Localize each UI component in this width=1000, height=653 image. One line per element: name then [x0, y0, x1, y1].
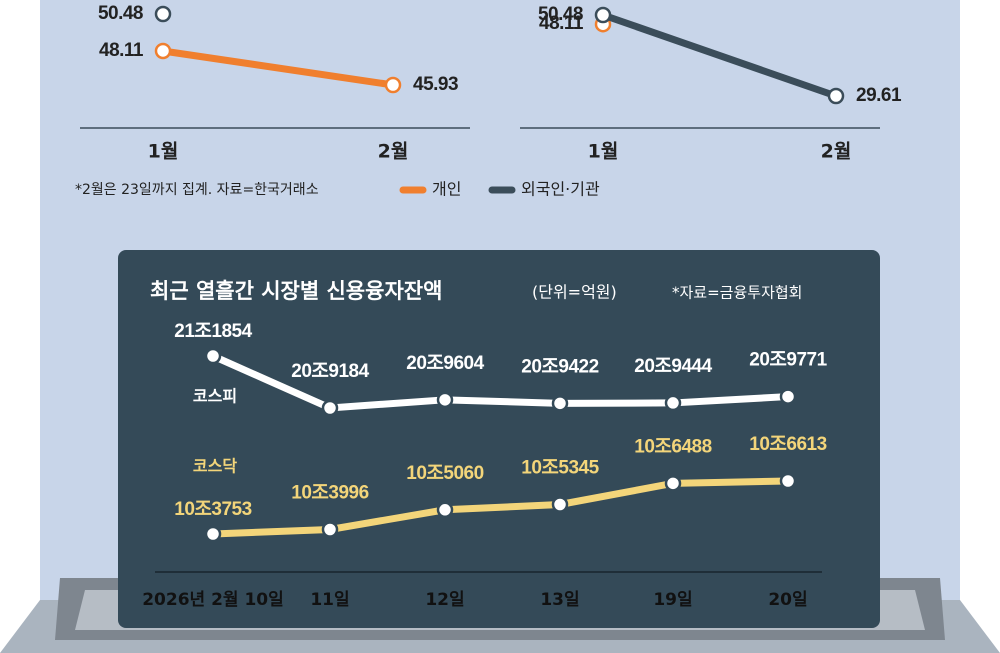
data-label: 10조6613 [749, 434, 826, 455]
data-label: 45.93 [413, 74, 458, 95]
data-point [154, 42, 172, 60]
series-line [599, 11, 840, 100]
series-line [159, 47, 397, 89]
data-point [154, 5, 172, 23]
data-point [551, 395, 569, 412]
data-label: 10조5060 [406, 463, 483, 484]
data-point [384, 76, 402, 94]
legend-label: 개인 [432, 180, 461, 199]
data-point [204, 347, 222, 365]
source-note: *자료=금융투자협회 [672, 284, 802, 302]
series-label: 코스닥 [193, 457, 237, 476]
data-point [779, 388, 797, 405]
data-label: 10조3753 [174, 499, 251, 520]
series-line [209, 477, 792, 538]
data-label: 48.11 [99, 40, 144, 61]
chart-title: 최근 열흘간 시장별 신용융자잔액 [150, 279, 442, 303]
data-point [321, 399, 339, 417]
x-tick-label: 13일 [540, 590, 579, 610]
data-label: 20조9184 [291, 361, 369, 382]
data-label: 50.48 [538, 4, 583, 25]
x-tick-label: 2월 [821, 141, 852, 163]
data-point [594, 6, 612, 24]
data-point [551, 496, 569, 513]
x-tick-label: 20일 [768, 590, 807, 610]
data-point [321, 521, 339, 538]
x-tick-label: 19일 [653, 590, 692, 610]
data-point [436, 501, 454, 519]
data-label: 10조6488 [634, 436, 711, 457]
data-label: 29.61 [856, 85, 902, 106]
data-point [204, 525, 222, 543]
note: *2월은 23일까지 집계. 자료=한국거래소 [75, 182, 319, 198]
x-tick-label: 2월 [378, 141, 409, 163]
x-tick-label: 2026년 2월 10일 [142, 590, 284, 610]
data-label: 48.11 [539, 13, 584, 34]
legend-label: 외국인·기관 [521, 180, 600, 199]
series-label: 코스피 [193, 387, 237, 406]
x-tick-label: 1월 [588, 141, 619, 163]
data-label: 20조9604 [406, 353, 484, 374]
x-tick-label: 11일 [310, 590, 349, 610]
x-tick-label: 1월 [148, 141, 179, 163]
data-point [664, 475, 682, 492]
x-tick-label: 12일 [425, 590, 464, 610]
data-label: 20조9444 [634, 356, 712, 377]
data-point [827, 87, 845, 105]
series-line [209, 352, 792, 412]
data-point [779, 472, 797, 490]
data-label: 20조9422 [521, 356, 598, 377]
data-label: 21조1854 [174, 321, 252, 342]
data-point [436, 391, 454, 409]
chart-subtitle: (단위=억원) [532, 283, 617, 302]
data-point [664, 394, 682, 412]
data-label: 10조3996 [291, 483, 368, 504]
data-label: 50.48 [98, 3, 143, 24]
data-label: 20조9771 [749, 350, 827, 371]
data-label: 10조5345 [521, 458, 599, 479]
